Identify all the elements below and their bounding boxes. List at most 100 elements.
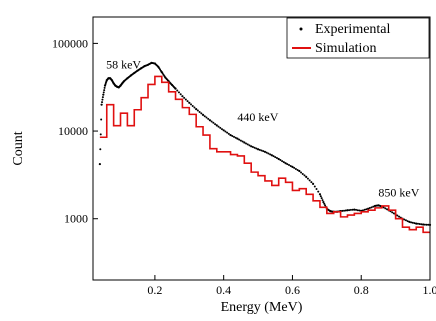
experimental-point [349,208,352,211]
experimental-point [291,165,294,169]
experimental-point [298,169,301,173]
experimental-point [284,162,287,165]
x-tick-label: 0.8 [354,283,369,297]
legend-marker-dot [299,27,303,31]
experimental-point [195,108,198,111]
experimental-point [416,222,419,225]
experimental-point [323,202,326,205]
experimental-point [263,150,267,153]
experimental-point [282,161,285,164]
x-tick-label: 0.4 [216,283,231,297]
experimental-point [305,175,308,178]
experimental-point [103,86,106,89]
experimental-point [355,208,358,211]
experimental-point [229,133,232,137]
experimental-point [227,132,230,135]
experimental-point [231,134,234,137]
experimental-point [277,157,280,161]
experimental-point [386,208,389,211]
experimental-point [318,193,322,196]
experimental-point [391,211,394,214]
y-axis-label: Count [11,131,26,165]
experimental-series [98,61,432,227]
experimental-point [98,162,101,166]
experimental-point [427,223,430,226]
experimental-point [245,142,248,145]
experimental-point [410,221,413,224]
experimental-point [99,133,102,136]
experimental-point [215,124,218,127]
x-tick-label: 0.6 [285,283,300,297]
experimental-point [341,209,344,212]
experimental-point [101,101,104,104]
experimental-point [408,220,411,223]
experimental-point [267,152,270,155]
experimental-point [262,150,265,153]
experimental-point [365,208,368,211]
experimental-point [301,172,304,175]
peak-annotation: 58 keV [106,57,141,71]
experimental-point [317,190,320,193]
experimental-point [415,222,418,225]
experimental-point [196,109,199,112]
legend: Experimental Simulation [286,17,430,59]
experimental-point [368,207,371,210]
experimental-point [174,87,177,90]
series-layer [98,61,432,234]
experimental-point [344,209,347,212]
legend-label: Experimental [315,22,391,37]
legend-box [286,17,430,59]
experimental-point [425,223,428,226]
experimental-point [346,209,349,212]
experimental-point [212,121,215,124]
experimental-point [269,153,272,156]
experimental-point [256,148,260,151]
experimental-point [306,177,309,180]
experimental-point [367,207,370,210]
experimental-point [406,220,409,223]
experimental-point [358,209,361,212]
experimental-point [270,154,273,157]
experimental-point [343,209,346,212]
experimental-point [274,156,277,159]
experimental-point [300,171,303,174]
experimental-point [356,209,359,212]
experimental-point [294,167,297,170]
experimental-point [303,174,306,177]
experimental-point [102,93,105,96]
experimental-point [286,163,289,166]
experimental-point [384,207,387,210]
experimental-point [396,214,399,217]
experimental-point [184,98,187,101]
experimental-point [404,219,407,222]
experimental-point [403,218,406,221]
experimental-point [420,223,423,226]
experimental-point [186,100,189,103]
legend-label: Simulation [315,41,376,56]
experimental-point [210,120,213,123]
experimental-point [102,91,105,94]
experimental-point [100,103,103,106]
experimental-point [313,185,316,188]
experimental-point [181,95,184,98]
experimental-point [260,149,263,152]
experimental-point [100,118,103,121]
experimental-point [281,160,284,163]
experimental-point [308,179,311,182]
experimental-point [238,138,241,141]
experimental-point [320,197,323,200]
experimental-point [236,137,239,140]
experimental-point [203,115,206,118]
experimental-point [423,223,426,226]
experimental-point [205,116,208,119]
experimental-point [224,130,227,133]
experimental-point [398,215,401,218]
experimental-point [422,223,425,226]
experimental-point [272,155,275,158]
experimental-point [198,110,201,113]
experimental-point [310,181,313,184]
peak-annotation: 440 keV [237,110,278,124]
experimental-point [201,113,205,116]
experimental-point [392,212,395,215]
